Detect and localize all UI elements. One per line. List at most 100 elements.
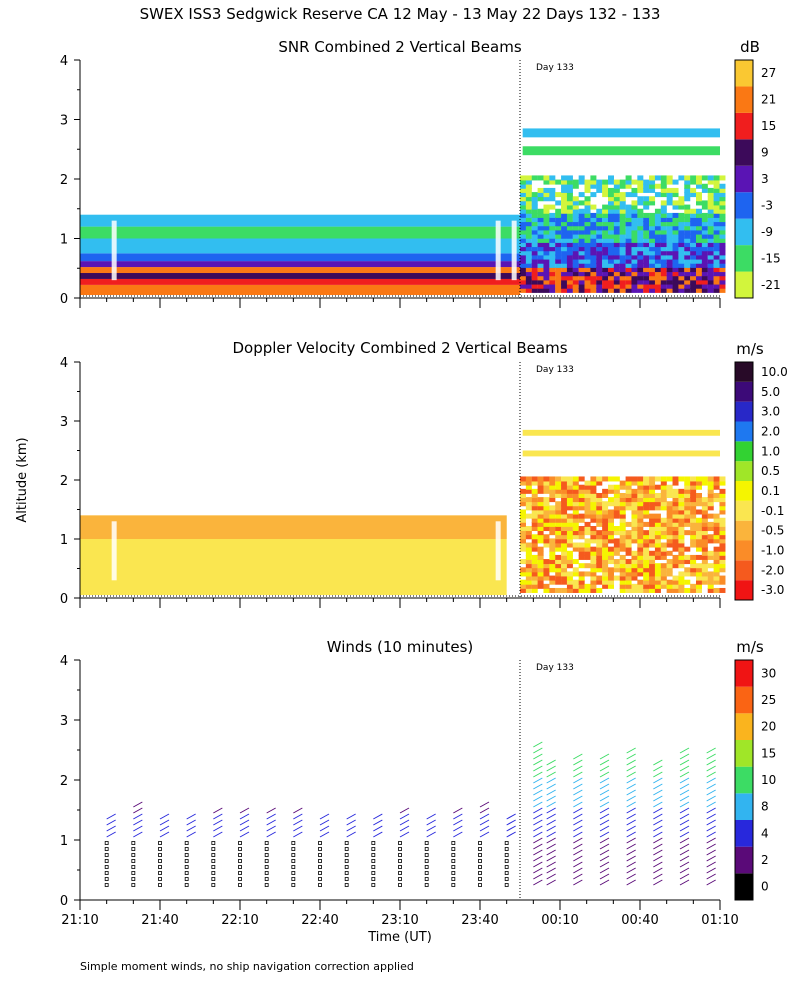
heat-cell bbox=[719, 233, 726, 239]
heat-cell bbox=[696, 538, 702, 544]
heat-cell bbox=[602, 542, 609, 548]
heat-cell bbox=[666, 279, 673, 285]
wind-barb bbox=[479, 813, 490, 820]
heat-cell bbox=[525, 254, 532, 260]
heat-cell bbox=[701, 509, 708, 515]
heat-cell bbox=[666, 217, 673, 223]
heat-cell bbox=[584, 258, 591, 264]
heat-cell bbox=[555, 212, 562, 218]
wind-barb bbox=[546, 867, 556, 874]
heat-cell bbox=[537, 175, 544, 181]
wind-barb bbox=[573, 807, 583, 814]
heat-cell bbox=[672, 492, 679, 498]
heat-cell bbox=[684, 559, 691, 565]
heat-cell bbox=[701, 497, 708, 503]
heat-cell bbox=[561, 517, 568, 523]
heat-cell bbox=[637, 579, 644, 585]
heat-cell bbox=[707, 571, 714, 577]
heat-cell bbox=[543, 542, 550, 548]
heat-cell bbox=[684, 254, 691, 260]
heat-cell bbox=[543, 567, 550, 573]
heat-cell bbox=[543, 538, 550, 544]
heat-cell bbox=[690, 275, 697, 281]
calm-marker bbox=[104, 877, 109, 881]
heat-cell bbox=[520, 233, 526, 239]
heat-cell bbox=[520, 208, 526, 214]
heat-cell bbox=[637, 542, 644, 548]
heat-cell bbox=[531, 513, 538, 519]
heat-cell bbox=[613, 221, 620, 227]
heat-cell bbox=[678, 476, 685, 482]
heat-cell bbox=[660, 208, 667, 214]
heat-cell bbox=[602, 538, 609, 544]
heat-cell bbox=[637, 287, 644, 293]
wind-barb bbox=[599, 795, 610, 802]
heat-upper-layer-2 bbox=[522, 450, 720, 457]
heat-cell bbox=[654, 579, 661, 585]
heat-cell bbox=[701, 521, 708, 527]
heat-cell bbox=[684, 229, 691, 235]
heat-cell bbox=[643, 242, 650, 248]
heat-cell bbox=[608, 179, 614, 185]
heat-cell bbox=[561, 546, 568, 552]
heat-cell bbox=[631, 204, 638, 210]
wind-barb bbox=[159, 813, 170, 820]
heat-cell bbox=[596, 246, 603, 252]
heat-cell bbox=[596, 212, 603, 218]
heat-cell bbox=[713, 246, 720, 252]
heat-cell bbox=[602, 250, 609, 256]
calm-marker bbox=[104, 871, 109, 875]
heat-cell bbox=[531, 258, 538, 264]
heat-cell bbox=[572, 254, 579, 260]
heat-cell bbox=[666, 517, 673, 523]
calm-marker bbox=[424, 859, 429, 863]
wind-barb bbox=[533, 825, 543, 832]
heat-cell bbox=[566, 571, 573, 577]
heat-cell bbox=[608, 534, 614, 540]
heat-cell bbox=[696, 275, 702, 281]
heat-cell bbox=[549, 175, 556, 181]
heat-cell bbox=[649, 179, 656, 185]
colorbar-segment bbox=[735, 218, 753, 246]
heat-cell bbox=[566, 262, 573, 268]
heat-cell bbox=[555, 526, 562, 532]
wind-barb bbox=[266, 819, 276, 826]
heat-cell bbox=[561, 196, 568, 202]
heat-cell bbox=[631, 246, 638, 252]
heat-cell bbox=[549, 575, 556, 581]
heat-cell bbox=[666, 254, 673, 260]
wind-barb bbox=[706, 801, 716, 808]
heat-cell bbox=[696, 476, 702, 482]
wind-barb bbox=[679, 843, 690, 850]
heat-cell bbox=[578, 233, 585, 239]
heat-cell bbox=[666, 212, 673, 218]
heat-cell bbox=[660, 530, 667, 536]
heat-cell bbox=[572, 271, 579, 277]
wind-barb bbox=[599, 855, 610, 862]
wind-barb bbox=[293, 807, 303, 814]
colorbar-segment bbox=[735, 820, 753, 847]
heat-cell bbox=[678, 497, 685, 503]
heat-cell bbox=[596, 480, 603, 486]
heat-cell bbox=[561, 575, 568, 581]
heat-cell bbox=[649, 530, 656, 536]
heat-cell bbox=[543, 559, 550, 565]
heat-cell bbox=[531, 196, 538, 202]
wind-barb bbox=[533, 759, 543, 766]
heat-cell bbox=[654, 258, 661, 264]
heat-cell bbox=[696, 287, 702, 293]
heat-cell bbox=[561, 183, 568, 189]
calm-marker bbox=[451, 877, 456, 881]
heat-cell bbox=[555, 575, 562, 581]
calm-marker bbox=[344, 841, 349, 845]
heat-cell bbox=[654, 217, 661, 223]
heat-cell bbox=[566, 517, 573, 523]
heat-cell bbox=[531, 208, 538, 214]
heat-cell bbox=[561, 233, 568, 239]
wind-barb bbox=[679, 801, 690, 808]
heat-cell bbox=[578, 563, 585, 569]
wind-barb bbox=[599, 801, 610, 808]
heat-cell bbox=[608, 279, 614, 285]
heat-cell bbox=[637, 175, 644, 181]
plot-area bbox=[80, 128, 726, 296]
